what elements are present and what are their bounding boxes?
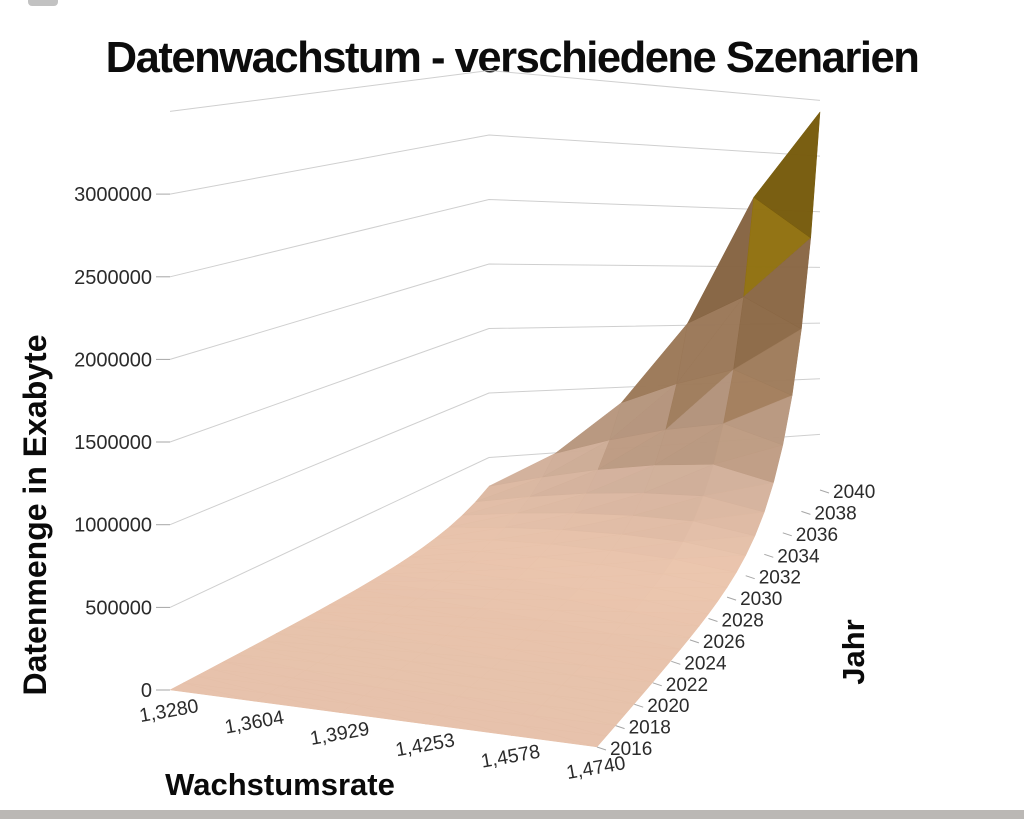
surface-facet [733, 328, 802, 396]
year-tick-label: 2018 [629, 718, 671, 739]
value-tick-label: 2500000 [74, 267, 152, 289]
year-tick-label: 2040 [833, 482, 875, 503]
bottom-edge-artifact [0, 810, 1024, 819]
year-tick-label: 2036 [796, 525, 838, 546]
surface-facet [662, 572, 737, 588]
x-tick-label: 1,4578 [479, 741, 542, 773]
axis-labels: 0 500000 1000000 1500000 2000000 2500000 30000… [17, 184, 875, 802]
year-tick-label: 2022 [666, 675, 708, 696]
year-tick [819, 489, 830, 494]
year-tick [726, 596, 737, 601]
year-tick [782, 532, 792, 537]
year-tick [745, 575, 755, 580]
surface-facet [562, 685, 645, 705]
surface-facet [673, 555, 747, 573]
surface-facet [693, 511, 765, 536]
surface-facet [632, 611, 709, 627]
surface-facet [521, 725, 607, 748]
year-tick-label: 2030 [740, 589, 782, 610]
x-tick-label: 1,4740 [565, 752, 628, 784]
year-tick [689, 639, 700, 644]
surface-facet [722, 395, 793, 446]
year-tick-label: 2016 [610, 739, 652, 760]
z-axis-title: Jahr [836, 619, 871, 684]
x-tick-label: 1,4253 [394, 729, 457, 761]
year-tick [596, 746, 607, 751]
year-tick-label: 2034 [777, 546, 820, 567]
surface-facet [612, 633, 691, 650]
year-tick-label: 2028 [722, 611, 764, 632]
surface-facet [592, 654, 672, 672]
axis-ticks [156, 193, 830, 751]
surface-facet [652, 587, 728, 602]
x-tick-label: 1,3604 [223, 706, 286, 738]
surface-facet [582, 664, 663, 683]
year-tick-label: 2038 [814, 503, 856, 524]
year-tick [634, 703, 644, 708]
value-tick-label: 500000 [85, 597, 152, 619]
surface-facet [753, 111, 821, 239]
surface-facet [622, 622, 700, 638]
surface-facet [642, 599, 719, 615]
top-edge-artifact [28, 0, 58, 6]
x-tick-label: 1,3929 [308, 718, 371, 750]
surface-mesh [169, 111, 821, 748]
surface-facet [551, 695, 635, 715]
surface-facet [703, 482, 774, 513]
chart-title: Datenwachstum - verschiedene Szenarien [105, 33, 920, 82]
surface-facet [531, 715, 617, 737]
surface-facet [541, 705, 626, 726]
year-tick [708, 618, 718, 622]
surface-facet [712, 444, 784, 483]
year-tick [671, 660, 681, 665]
value-tick-label: 0 [141, 680, 152, 702]
surface-facet [743, 237, 812, 330]
value-tick-label: 1000000 [74, 515, 152, 537]
value-tick-label: 2000000 [74, 349, 152, 371]
surface-facet [602, 644, 682, 661]
year-tick [652, 682, 662, 687]
surface-facet [572, 675, 654, 694]
surface-facet [683, 535, 756, 556]
year-tick [764, 553, 774, 558]
year-tick-label: 2024 [684, 653, 727, 674]
year-tick [801, 510, 811, 515]
year-tick-label: 2020 [647, 696, 689, 717]
y-axis-title: Datenmenge in Exabyte [17, 335, 53, 696]
year-tick [615, 725, 625, 730]
year-tick-label: 2026 [703, 632, 745, 653]
value-tick-label: 3000000 [74, 184, 152, 206]
value-tick-label: 1500000 [74, 432, 152, 454]
x-axis-title: Wachstumsrate [165, 767, 395, 802]
year-tick-label: 2032 [759, 568, 801, 589]
